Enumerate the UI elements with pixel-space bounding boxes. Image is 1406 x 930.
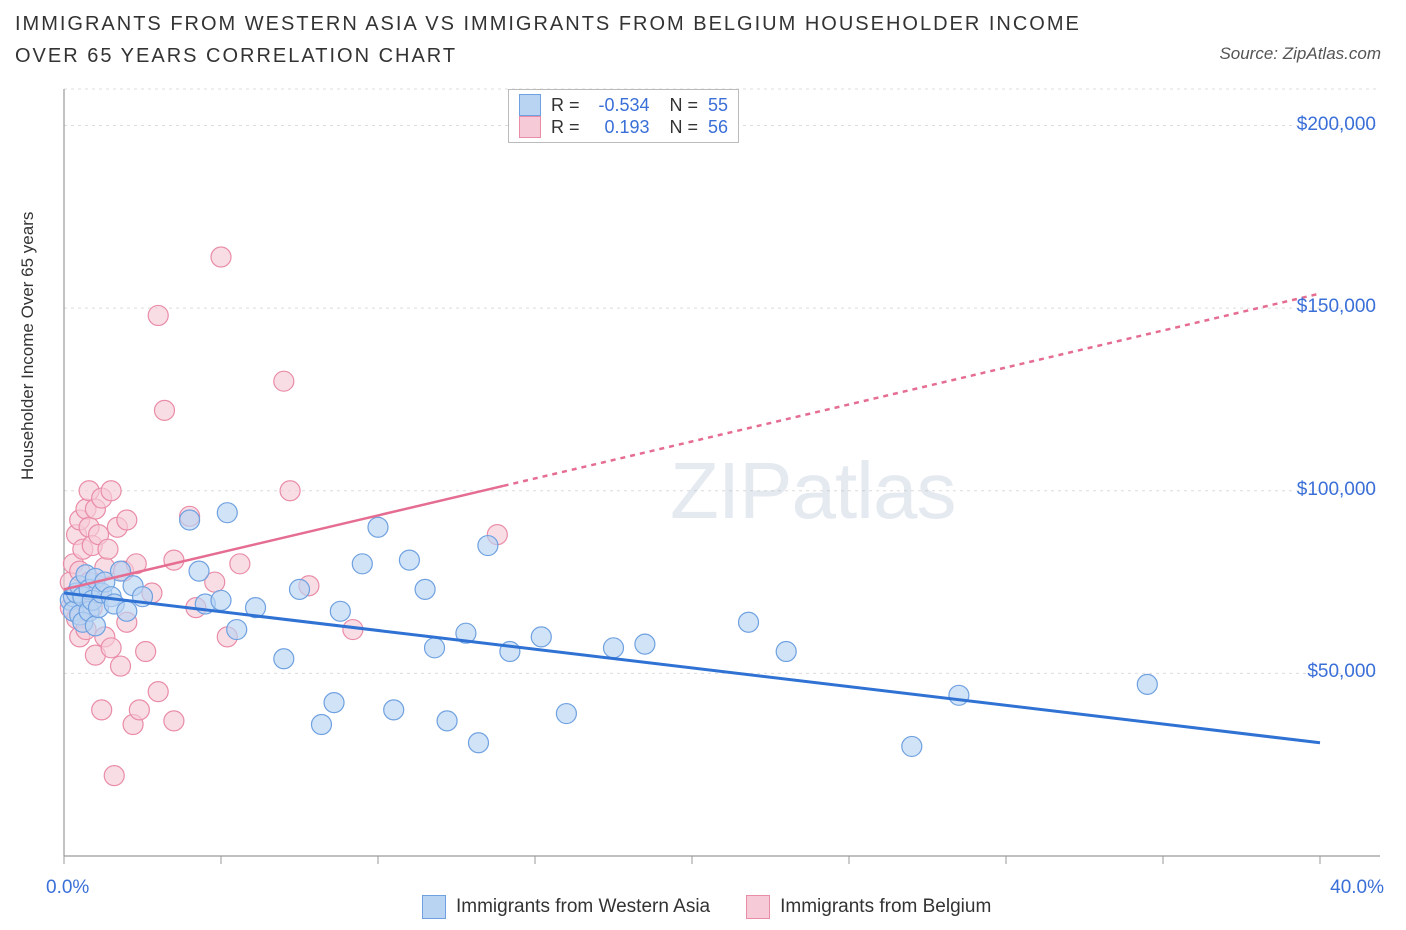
scatter-plot: R = -0.534 N = 55 R = 0.193 N = 56 $50,000 $…	[50, 85, 1380, 870]
x-axis-min-label: 0.0%	[46, 877, 89, 899]
legend-n-label: N =	[660, 117, 699, 138]
correlation-legend: R = -0.534 N = 55 R = 0.193 N = 56	[508, 89, 739, 143]
legend-swatch	[746, 895, 770, 919]
source-label: Source: ZipAtlas.com	[1219, 44, 1381, 64]
y-tick-label: $100,000	[1297, 479, 1376, 501]
y-tick-label: $150,000	[1297, 296, 1376, 318]
legend-swatch	[519, 116, 541, 138]
y-tick-label: $200,000	[1297, 114, 1376, 136]
legend-row: R = -0.534 N = 55	[519, 94, 728, 116]
legend-series-name: Immigrants from Western Asia	[456, 896, 710, 918]
legend-n-value: 55	[708, 95, 728, 116]
chart-title: IMMIGRANTS FROM WESTERN ASIA VS IMMIGRAN…	[15, 8, 1135, 72]
legend-swatch	[422, 895, 446, 919]
legend-n-value: 56	[708, 117, 728, 138]
legend-r-value: 0.193	[590, 117, 650, 138]
legend-r-value: -0.534	[590, 95, 650, 116]
legend-series-name: Immigrants from Belgium	[780, 896, 991, 918]
legend-r-label: R =	[551, 95, 580, 116]
plot-svg	[50, 85, 1380, 870]
y-axis-label: Householder Income Over 65 years	[18, 212, 38, 480]
legend-n-label: N =	[660, 95, 699, 116]
legend-swatch	[519, 94, 541, 116]
series-legend: Immigrants from Western Asia Immigrants f…	[422, 895, 1017, 919]
y-tick-label: $50,000	[1307, 661, 1376, 683]
legend-row: R = 0.193 N = 56	[519, 116, 728, 138]
x-axis-max-label: 40.0%	[1330, 877, 1384, 899]
legend-r-label: R =	[551, 117, 580, 138]
